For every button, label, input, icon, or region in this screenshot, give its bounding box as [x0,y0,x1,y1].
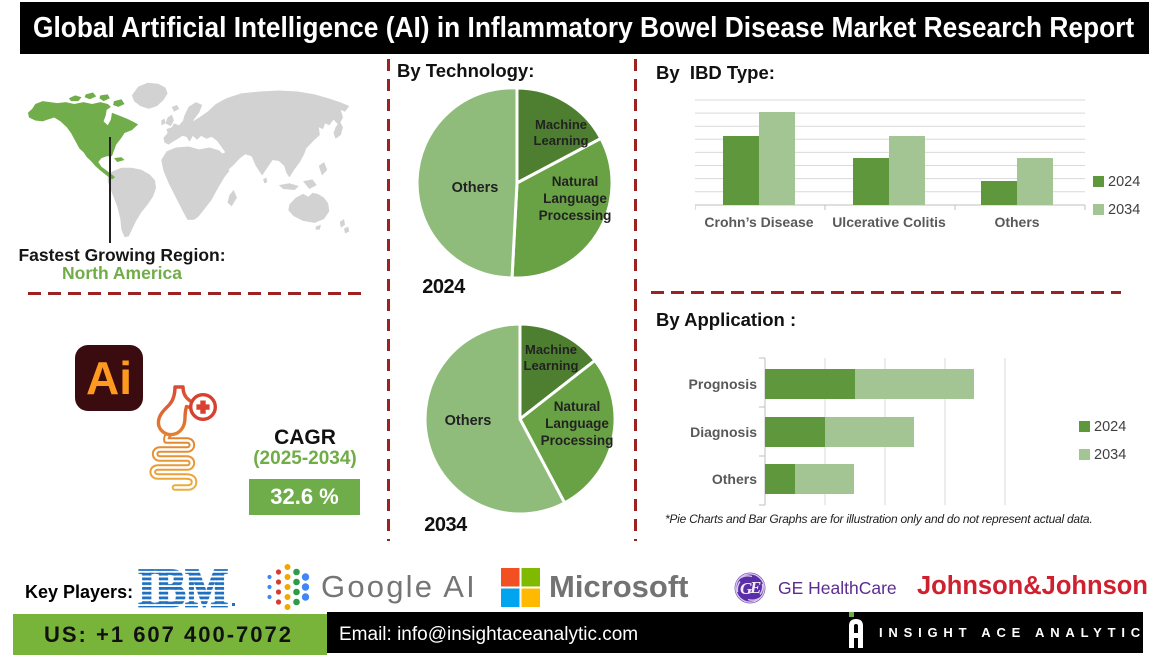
svg-text:Processing: Processing [539,208,612,223]
svg-text:Crohn’s Disease: Crohn’s Disease [704,214,813,230]
svg-text:Learning: Learning [524,358,579,373]
svg-text:2024: 2024 [1094,419,1126,435]
svg-text:Prognosis: Prognosis [689,376,758,392]
svg-text:Learning: Learning [534,133,589,148]
svg-text:2034: 2034 [1108,202,1140,218]
svg-text:E: E [749,578,761,597]
svg-text:Others: Others [712,471,757,487]
svg-text:IBM: IBM [138,569,228,609]
svg-text:Natural: Natural [554,399,601,414]
svg-text:Others: Others [445,413,492,429]
svg-text:Diagnosis: Diagnosis [690,424,757,440]
svg-text:Ulcerative Colitis: Ulcerative Colitis [832,214,946,230]
svg-text:2034: 2034 [1094,447,1126,463]
svg-text:Others: Others [994,214,1039,230]
svg-text:Others: Others [452,180,499,196]
svg-text:Language: Language [543,191,607,206]
svg-text:Machine: Machine [535,117,587,132]
svg-text:Natural: Natural [552,174,599,189]
svg-text:2024: 2024 [1108,174,1140,190]
svg-text:Language: Language [545,416,609,431]
svg-text:G: G [740,579,753,598]
svg-text:Machine: Machine [525,342,577,357]
svg-text:Processing: Processing [541,433,614,448]
